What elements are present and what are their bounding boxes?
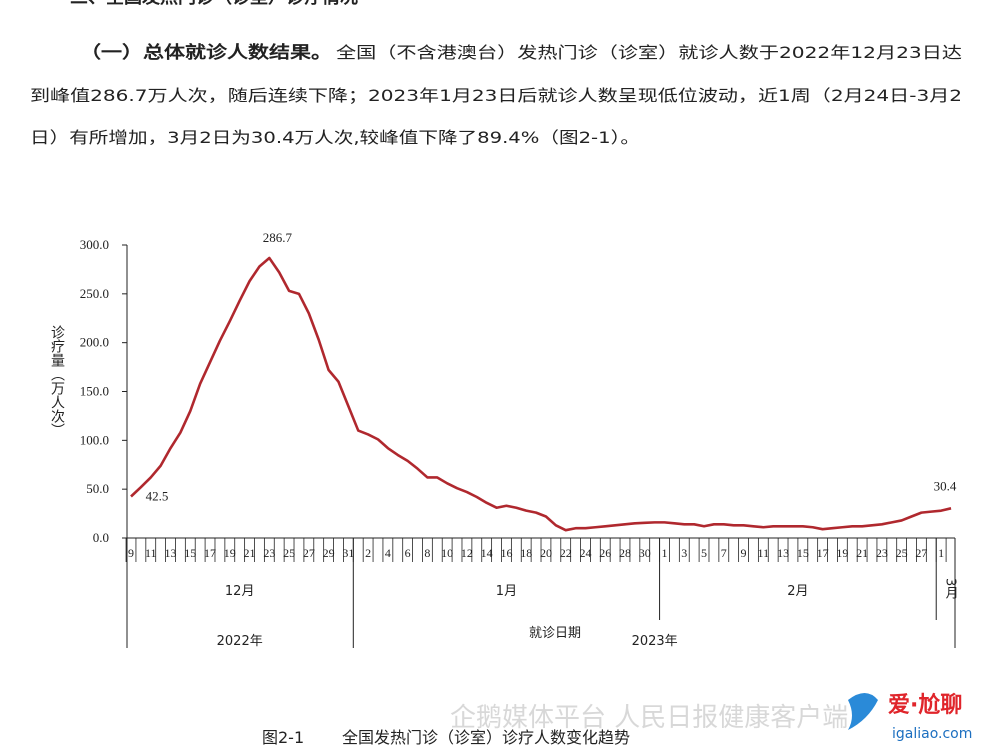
x-tick-label: 9 [741, 546, 747, 560]
x-tick-label: 27 [303, 546, 315, 560]
caption-number: 图2-1 [262, 728, 304, 747]
x-tick-label: 14 [481, 546, 493, 560]
x-tick-label: 13 [777, 546, 789, 560]
x-tick-label: 23 [876, 546, 888, 560]
x-tick-label: 8 [424, 546, 430, 560]
x-tick-label: 1 [938, 546, 944, 560]
x-axis-title: 就诊日期 [529, 626, 581, 641]
x-tick-label: 19 [224, 546, 236, 560]
month-label: 1月 [496, 584, 517, 599]
data-label: 30.4 [934, 478, 957, 493]
x-tick-label: 10 [441, 546, 453, 560]
x-tick-label: 3 [681, 546, 687, 560]
watermark-logo: 爱·尬聊 [888, 692, 962, 718]
x-tick-label: 6 [405, 546, 411, 560]
x-tick-label: 24 [579, 546, 591, 560]
x-tick-label: 29 [323, 546, 335, 560]
y-tick-label: 250.0 [80, 286, 109, 301]
x-tick-label: 11 [145, 546, 157, 560]
y-tick-label: 300.0 [80, 237, 109, 252]
x-tick-label: 5 [701, 546, 707, 560]
paragraph-line: 到峰值286.7万人次，随后连续下降；2023年1月23日后就诊人数呈现低位波动… [30, 86, 962, 105]
x-tick-label: 1 [662, 546, 668, 560]
x-tick-label: 12 [461, 546, 473, 560]
x-tick-label: 21 [244, 546, 256, 560]
y-tick-label: 150.0 [80, 384, 109, 399]
series-line [130, 256, 952, 532]
x-tick-label: 22 [560, 546, 572, 560]
paragraph-lead: （一）总体就诊人数结果。 [80, 42, 332, 63]
x-tick-label: 21 [856, 546, 868, 560]
month-label: 12月 [225, 584, 255, 599]
x-tick-label: 18 [520, 546, 532, 560]
watermark-text: 企鹅媒体平台 人民日报健康客户端 [450, 703, 848, 733]
x-tick-label: 16 [500, 546, 512, 560]
caption-title: 全国发热门诊（诊室）诊疗人数变化趋势 [342, 728, 630, 747]
watermark-site: igaliao.com [892, 726, 972, 742]
data-label: 286.7 [263, 230, 293, 245]
x-tick-label: 4 [385, 546, 391, 560]
year-label: 2022年 [217, 634, 263, 649]
heading: 三、全国发热门诊（诊室）诊疗情况 [70, 0, 358, 8]
month-label: 3月 [943, 578, 959, 601]
x-tick-label: 9 [128, 546, 134, 560]
month-label: 2月 [787, 584, 808, 599]
y-tick-label: 100.0 [80, 432, 109, 447]
y-tick-label: 0.0 [93, 530, 109, 545]
year-label: 2023年 [632, 634, 678, 649]
x-tick-label: 25 [283, 546, 295, 560]
x-tick-label: 19 [836, 546, 848, 560]
x-tick-label: 27 [915, 546, 927, 560]
x-tick-label: 17 [817, 546, 829, 560]
data-label: 42.5 [146, 488, 169, 503]
x-tick-label: 28 [619, 546, 631, 560]
x-tick-label: 26 [599, 546, 611, 560]
x-tick-label: 15 [797, 546, 809, 560]
x-tick-label: 2 [365, 546, 371, 560]
y-tick-label: 200.0 [80, 335, 109, 350]
x-tick-label: 23 [263, 546, 275, 560]
y-axis-title: 诊疗量（万人次） [49, 325, 65, 437]
x-tick-label: 15 [184, 546, 196, 560]
watermark-logo-icon [848, 693, 878, 730]
x-tick-label: 11 [758, 546, 770, 560]
paragraph-line: 全国（不含港澳台）发热门诊（诊室）就诊人数于2022年12月23日达 [336, 43, 962, 62]
x-tick-label: 31 [342, 546, 354, 560]
x-tick-label: 7 [721, 546, 727, 560]
x-tick-label: 17 [204, 546, 216, 560]
x-tick-label: 30 [639, 546, 651, 560]
x-tick-label: 20 [540, 546, 552, 560]
paragraph-line: 日）有所增加，3月2日为30.4万人次,较峰值下降了89.4%（图2-1）。 [30, 128, 640, 147]
y-tick-label: 50.0 [86, 481, 109, 496]
x-tick-label: 25 [896, 546, 908, 560]
x-tick-label: 13 [165, 546, 177, 560]
